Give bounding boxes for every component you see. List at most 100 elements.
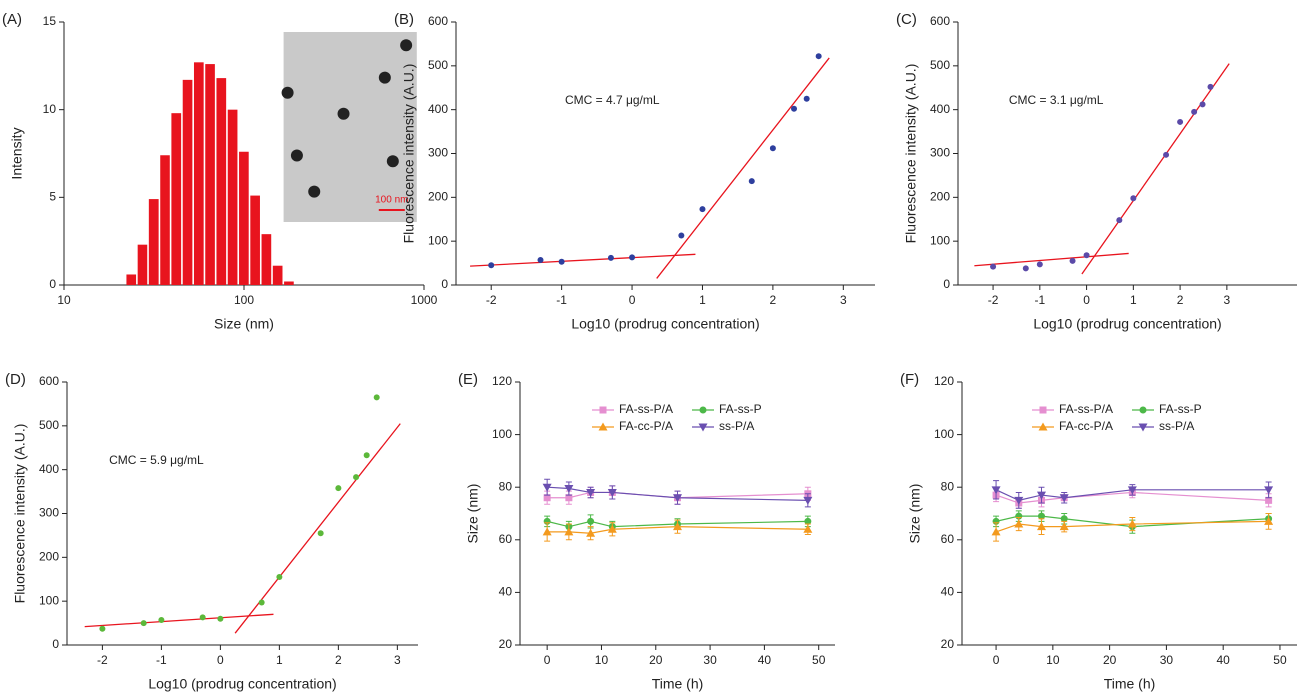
- marker: [1265, 496, 1273, 504]
- x-tick-label: 3: [840, 293, 847, 307]
- bar: [284, 281, 294, 285]
- x-tick-label: 3: [1224, 293, 1231, 307]
- x-axis-title: Log10 (prodrug concentration): [1033, 316, 1221, 332]
- y-tick-label: 400: [930, 102, 950, 116]
- legend-label: FA-cc-P/A: [1059, 419, 1113, 433]
- panel-label: (A): [2, 11, 22, 28]
- point: [1036, 261, 1043, 268]
- y-tick-label: 400: [39, 462, 59, 476]
- series-line: [995, 515, 1269, 528]
- x-tick-label: 20: [1103, 653, 1117, 667]
- point: [1116, 217, 1123, 224]
- point: [373, 394, 380, 401]
- point: [1022, 265, 1029, 272]
- y-tick-label: 600: [428, 14, 448, 28]
- series-line: [995, 491, 1269, 504]
- y-axis-title: Fluorescence intensity (A.U.): [401, 64, 417, 244]
- fit-line: [1081, 63, 1230, 275]
- point: [607, 254, 614, 261]
- marker: [1264, 516, 1274, 525]
- series-line: [547, 486, 808, 501]
- y-axis-title: Size (nm): [465, 484, 481, 544]
- inset-particle: [308, 185, 321, 198]
- x-tick-label: 10: [595, 653, 609, 667]
- x-tick-label: 0: [217, 653, 224, 667]
- marker: [565, 494, 573, 502]
- inset-particle: [337, 107, 350, 120]
- marker: [1014, 519, 1024, 528]
- point: [748, 178, 755, 185]
- legend-label: FA-cc-P/A: [619, 419, 673, 433]
- bar: [171, 113, 182, 285]
- point: [803, 95, 810, 102]
- inset-particle: [290, 149, 303, 162]
- legend-label: FA-ss-P: [1159, 402, 1202, 416]
- y-tick-label: 300: [428, 146, 448, 160]
- x-tick-label: 2: [1177, 293, 1184, 307]
- point: [199, 614, 206, 621]
- point: [629, 254, 636, 261]
- point: [791, 105, 798, 112]
- bar: [261, 234, 272, 285]
- legend-label: FA-ss-P/A: [1059, 402, 1113, 416]
- y-tick-label: 120: [492, 374, 512, 388]
- x-axis-title: Log10 (prodrug concentration): [148, 676, 336, 692]
- x-tick-label: 1: [276, 653, 283, 667]
- y-tick-label: 100: [930, 233, 950, 247]
- legend-marker: [1039, 406, 1047, 414]
- y-tick-label: 40: [941, 585, 955, 599]
- bar: [148, 199, 159, 285]
- y-tick-label: 10: [43, 102, 57, 116]
- marker: [542, 527, 552, 536]
- fit-line: [234, 423, 401, 634]
- x-axis-title: Log10 (prodrug concentration): [571, 316, 759, 332]
- marker: [586, 528, 596, 537]
- y-tick-label: 20: [499, 637, 513, 651]
- legend-label: ss-P/A: [1159, 419, 1194, 433]
- bar: [193, 62, 204, 286]
- y-tick-label: 80: [941, 479, 955, 493]
- fit-line: [84, 613, 274, 628]
- x-tick-label: 1: [1130, 293, 1137, 307]
- series-line: [547, 520, 808, 528]
- annotation: CMC = 3.1 μg/mL: [1009, 93, 1104, 107]
- series-line: [995, 489, 1269, 501]
- x-axis-title: Time (h): [1104, 676, 1156, 692]
- bar: [126, 274, 137, 285]
- y-axis-title: Fluorescence intensity (A.U.): [12, 424, 28, 604]
- marker: [1037, 512, 1045, 520]
- marker: [586, 488, 596, 497]
- x-tick-label: 30: [1160, 653, 1174, 667]
- y-tick-label: 120: [934, 374, 954, 388]
- point: [678, 232, 685, 239]
- x-tick-label: 40: [1217, 653, 1231, 667]
- y-tick-label: 60: [941, 532, 955, 546]
- point: [1069, 257, 1076, 264]
- point: [363, 452, 370, 459]
- legend-marker: [599, 406, 607, 414]
- y-tick-label: 100: [492, 427, 512, 441]
- y-tick-label: 200: [930, 190, 950, 204]
- point: [276, 574, 283, 581]
- x-tick-label: 0: [544, 653, 551, 667]
- fit-line: [974, 252, 1129, 267]
- x-tick-label: 3: [394, 653, 401, 667]
- marker: [991, 527, 1001, 536]
- inset-particle: [378, 71, 391, 84]
- y-tick-label: 500: [930, 58, 950, 72]
- x-tick-label: -2: [486, 293, 497, 307]
- x-tick-label: -1: [556, 293, 567, 307]
- point: [990, 263, 997, 270]
- bar: [160, 155, 170, 285]
- y-tick-label: 600: [930, 14, 950, 28]
- point: [1163, 151, 1170, 158]
- y-tick-label: 100: [39, 593, 59, 607]
- y-tick-label: 500: [428, 58, 448, 72]
- marker: [803, 496, 813, 505]
- x-tick-label: 0: [629, 293, 636, 307]
- y-tick-label: 80: [499, 479, 513, 493]
- point: [769, 145, 776, 152]
- fit-line: [656, 57, 830, 279]
- marker: [673, 494, 682, 503]
